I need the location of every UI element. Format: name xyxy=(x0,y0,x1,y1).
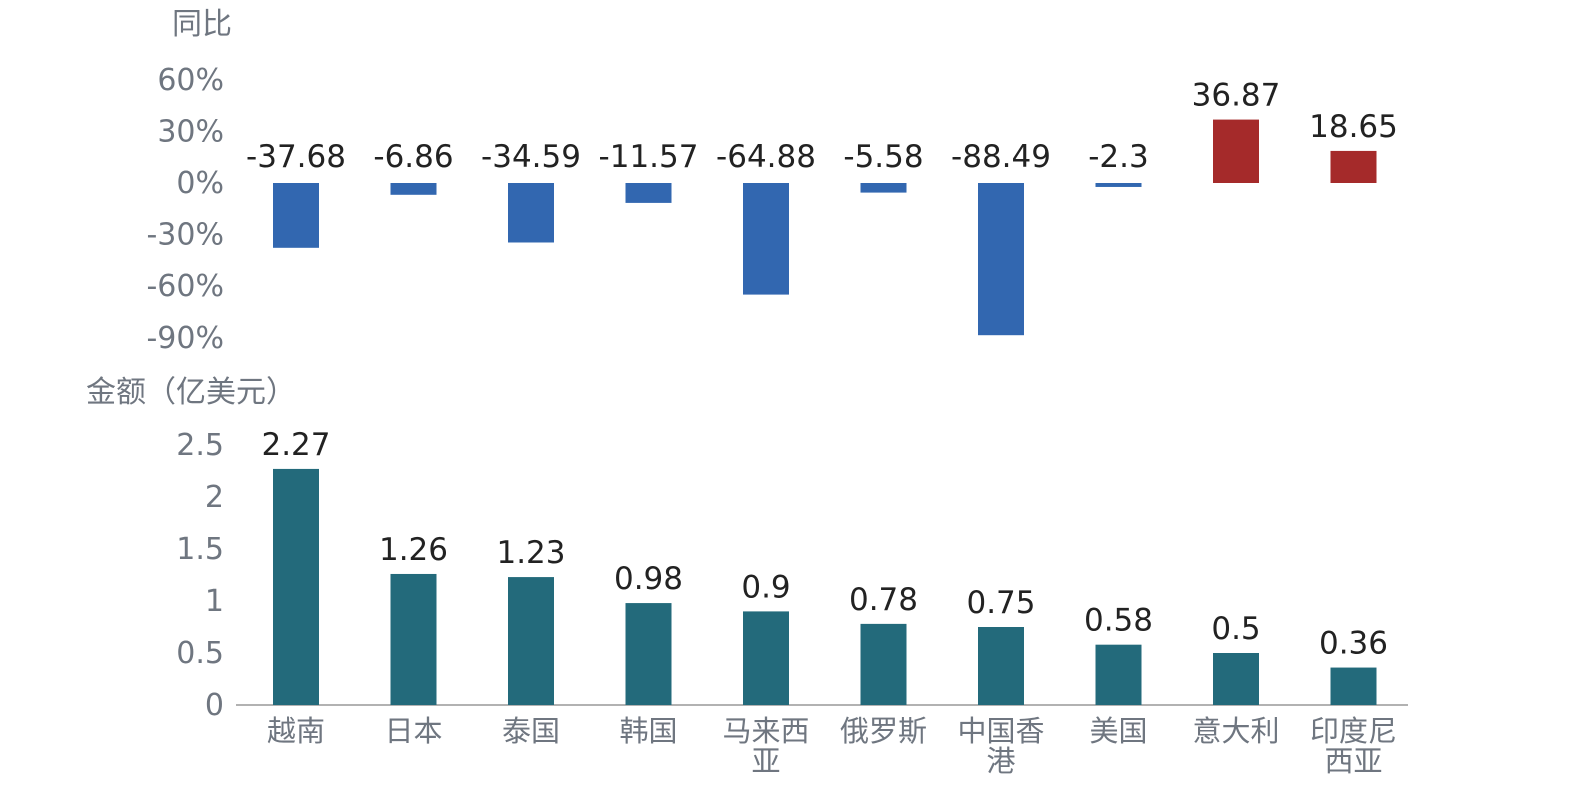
category-label: 俄罗斯 xyxy=(840,714,927,748)
yoy-bar xyxy=(625,183,672,203)
amount-data-label: 0.5 xyxy=(1211,611,1260,647)
yoy-bar xyxy=(273,183,319,248)
category-label: 马来西 xyxy=(722,714,809,748)
yoy-data-label: -6.86 xyxy=(373,139,453,175)
amount-data-label: 0.75 xyxy=(966,585,1035,621)
amount-data-label: 0.98 xyxy=(614,561,683,597)
category-label: 亚 xyxy=(751,744,780,778)
amount-tick-label: 0 xyxy=(205,688,224,723)
amount-bar xyxy=(390,573,437,705)
amount-bar xyxy=(978,627,1024,705)
category-label: 越南 xyxy=(267,714,325,748)
amount-tick-label: 0.5 xyxy=(176,636,224,671)
yoy-data-label: 36.87 xyxy=(1192,78,1281,114)
amount-tick-label: 1.5 xyxy=(176,532,224,567)
amount-bar xyxy=(273,468,319,705)
yoy-axis-unit: 同比 xyxy=(172,7,232,42)
yoy-bar xyxy=(1330,150,1377,183)
yoy-bar xyxy=(978,183,1024,336)
amount-data-label: 2.27 xyxy=(261,427,330,463)
category-label: 中国香 xyxy=(957,714,1044,748)
yoy-bar xyxy=(743,183,789,295)
yoy-bar xyxy=(1213,119,1259,183)
amount-data-label: 1.23 xyxy=(496,535,565,571)
amount-panel: 金额（亿美元） 2.5 2 1.5 1 0.5 0 2.27 越南 1.26 日本 1.23 泰国 0.… xyxy=(86,375,1408,778)
yoy-data-label: 18.65 xyxy=(1309,109,1398,145)
yoy-data-label: -34.59 xyxy=(481,139,581,175)
yoy-bar xyxy=(390,183,437,195)
right-edge-shadow xyxy=(1566,0,1570,787)
amount-data-label: 0.58 xyxy=(1084,603,1153,639)
yoy-data-label: -64.88 xyxy=(716,139,816,175)
amount-tick-label: 2 xyxy=(205,480,224,515)
category-label: 日本 xyxy=(384,714,442,748)
category-label: 印度尼 xyxy=(1310,714,1397,748)
category-label: 西亚 xyxy=(1324,744,1382,778)
yoy-data-label: -5.58 xyxy=(843,139,923,175)
category-label: 韩国 xyxy=(619,714,677,748)
yoy-bar xyxy=(508,183,554,243)
amount-bar xyxy=(743,611,789,705)
amount-data-label: 1.26 xyxy=(379,532,448,568)
amount-bar xyxy=(625,603,672,705)
amount-axis-unit: 金额（亿美元） xyxy=(86,375,296,410)
amount-bar xyxy=(1213,653,1259,705)
amount-bar xyxy=(860,623,907,705)
amount-data-label: 0.9 xyxy=(741,569,790,605)
yoy-tick-label: -90% xyxy=(146,321,224,356)
yoy-tick-label: 60% xyxy=(157,63,224,98)
amount-tick-label: 2.5 xyxy=(176,428,224,463)
category-label: 意大利 xyxy=(1192,714,1279,748)
category-label: 港 xyxy=(986,744,1015,778)
amount-data-label: 0.78 xyxy=(849,582,918,618)
yoy-tick-label: 0% xyxy=(176,166,224,201)
yoy-panel: 同比 60% 30% 0% -30% -60% -90% -37.68 -6.86 -34.59… xyxy=(146,7,1397,356)
yoy-data-label: -2.3 xyxy=(1088,139,1149,175)
amount-data-label: 0.36 xyxy=(1319,626,1388,662)
yoy-data-label: -88.49 xyxy=(951,139,1051,175)
yoy-bar xyxy=(860,183,907,193)
category-label: 美国 xyxy=(1089,714,1147,748)
yoy-tick-label: -30% xyxy=(146,218,224,253)
category-label: 泰国 xyxy=(502,714,560,748)
amount-tick-label: 1 xyxy=(205,584,224,619)
amount-bar xyxy=(508,577,554,705)
yoy-bar xyxy=(1095,183,1142,187)
amount-bar xyxy=(1095,644,1142,705)
yoy-data-label: -37.68 xyxy=(246,139,346,175)
amount-bar xyxy=(1330,667,1377,705)
yoy-data-label: -11.57 xyxy=(599,139,699,175)
yoy-tick-label: 30% xyxy=(157,114,224,149)
yoy-tick-label: -60% xyxy=(146,269,224,304)
